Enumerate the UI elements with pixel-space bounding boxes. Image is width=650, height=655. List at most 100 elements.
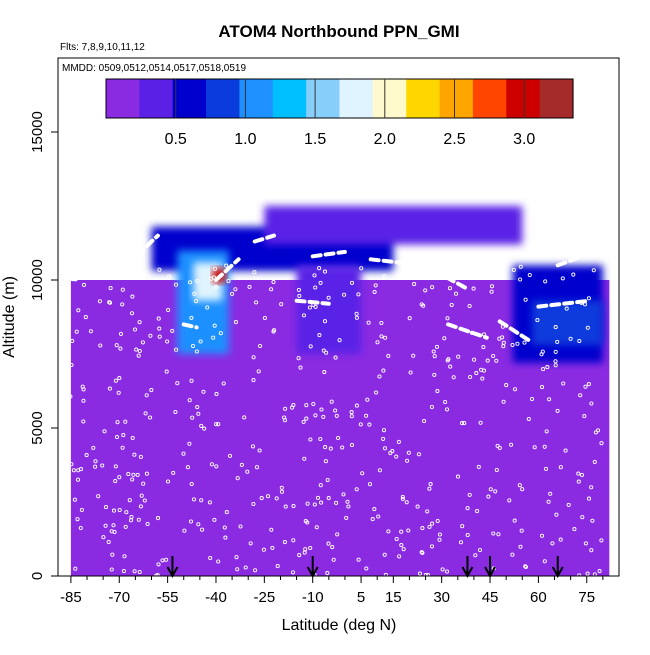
sample-point xyxy=(74,329,79,334)
sample-point xyxy=(311,302,316,307)
sample-point xyxy=(399,529,404,534)
flight-path-7 xyxy=(433,269,470,291)
sample-point xyxy=(358,422,363,427)
sample-point xyxy=(425,573,431,576)
sample-point xyxy=(428,482,433,487)
sample-point xyxy=(345,499,350,504)
sample-point xyxy=(233,320,238,325)
sample-point xyxy=(76,468,81,473)
sample-point xyxy=(326,541,331,546)
sample-point xyxy=(456,354,461,359)
sample-point xyxy=(182,528,187,533)
sample-point xyxy=(297,553,302,558)
sample-point xyxy=(349,442,355,448)
colorbar-segment xyxy=(506,79,541,118)
sample-point xyxy=(469,330,474,335)
sample-point xyxy=(489,284,495,289)
sample-point xyxy=(586,496,592,501)
sample-point xyxy=(333,408,338,413)
flight-path-13 xyxy=(446,322,489,340)
sample-point xyxy=(597,569,602,574)
sample-point xyxy=(432,372,437,377)
sample-point xyxy=(430,285,435,290)
sample-point xyxy=(585,571,590,576)
sample-point xyxy=(113,266,118,271)
sample-point xyxy=(191,497,197,502)
sample-point xyxy=(118,331,124,336)
sample-point xyxy=(500,324,505,329)
sample-point xyxy=(376,514,381,519)
sample-point xyxy=(141,481,146,486)
sample-point xyxy=(143,411,148,416)
sample-point xyxy=(375,340,380,345)
sample-point xyxy=(262,315,267,321)
sample-point xyxy=(340,445,345,450)
sample-point xyxy=(111,508,117,513)
sample-point xyxy=(322,370,327,375)
sample-point xyxy=(116,390,121,395)
sample-point xyxy=(431,349,436,354)
sample-point xyxy=(334,413,339,418)
sample-point xyxy=(138,454,143,459)
sample-point xyxy=(372,289,377,295)
region-north-upper-band xyxy=(264,206,523,245)
sample-point xyxy=(137,569,142,575)
sample-point xyxy=(212,323,217,328)
sample-point xyxy=(476,464,481,469)
sample-point xyxy=(589,485,594,490)
sample-point xyxy=(317,333,322,338)
region-mid-tongue xyxy=(296,265,362,354)
sample-point xyxy=(382,446,388,451)
sample-point xyxy=(108,286,113,291)
sample-point xyxy=(165,339,170,344)
sample-point xyxy=(296,287,301,292)
sample-point xyxy=(541,367,546,372)
sample-point xyxy=(322,319,328,324)
x-tick-label: -85 xyxy=(60,589,82,606)
sample-point xyxy=(187,441,192,446)
sample-point xyxy=(137,348,142,354)
sample-point xyxy=(211,335,216,340)
region-north-plume-core xyxy=(531,300,603,346)
sample-point xyxy=(577,338,582,344)
sample-point xyxy=(313,285,318,290)
sample-point xyxy=(209,462,214,467)
sample-point xyxy=(519,528,524,533)
x-tick-label: -25 xyxy=(254,589,276,606)
sample-point xyxy=(329,399,334,404)
sample-point xyxy=(491,353,496,359)
sample-point xyxy=(417,571,423,576)
sample-point xyxy=(121,433,126,438)
sample-point xyxy=(139,493,144,498)
sample-point xyxy=(481,345,486,350)
sample-point xyxy=(583,541,588,546)
sample-point xyxy=(500,335,505,340)
sample-point xyxy=(572,527,577,532)
sample-point xyxy=(354,311,359,316)
sample-point xyxy=(223,535,228,540)
sample-point xyxy=(504,383,509,388)
sample-point xyxy=(222,525,227,530)
sample-point xyxy=(248,541,253,546)
sample-point xyxy=(543,466,549,471)
sample-point xyxy=(396,439,401,444)
sample-point xyxy=(245,469,250,474)
sample-point xyxy=(460,524,465,529)
sample-point xyxy=(422,418,427,424)
sample-point xyxy=(326,295,331,300)
sample-point xyxy=(447,286,453,291)
flight-path-2 xyxy=(117,233,160,277)
sample-point xyxy=(599,538,604,543)
sample-point xyxy=(120,302,125,307)
sample-point xyxy=(196,522,201,527)
sample-point xyxy=(364,413,369,418)
sample-point xyxy=(411,353,416,358)
sample-point xyxy=(373,283,378,288)
sample-point xyxy=(394,454,399,459)
sample-point xyxy=(136,353,141,358)
sample-point xyxy=(187,398,192,403)
sample-point xyxy=(107,300,112,305)
sample-point xyxy=(383,335,388,340)
sample-point xyxy=(542,444,547,449)
sample-point xyxy=(185,465,190,470)
